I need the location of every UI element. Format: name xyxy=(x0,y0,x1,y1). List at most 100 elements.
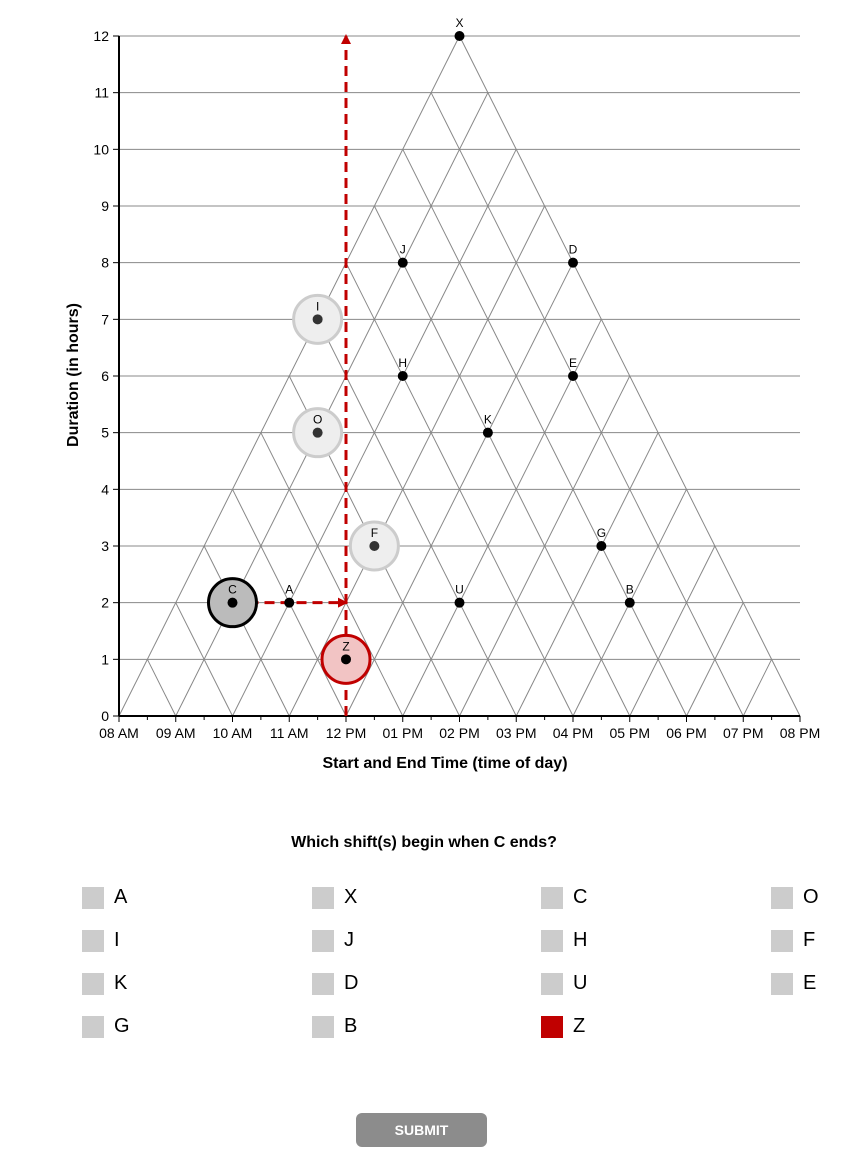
x-tick-label: 05 PM xyxy=(610,725,650,741)
x-tick-label: 01 PM xyxy=(383,725,423,741)
point-dot xyxy=(568,371,578,381)
y-tick-label: 3 xyxy=(101,538,109,554)
option-label: B xyxy=(344,1015,358,1037)
option-a[interactable]: A xyxy=(82,886,127,909)
gridline-diagonal xyxy=(402,319,602,717)
gridline-diagonal xyxy=(742,659,773,717)
x-tick-label: 12 PM xyxy=(326,725,366,741)
point-j: J xyxy=(397,243,408,268)
option-label: U xyxy=(573,972,588,994)
y-tick-label: 12 xyxy=(93,28,109,44)
x-tick-label: 08 PM xyxy=(780,725,820,741)
option-label: J xyxy=(344,929,354,951)
option-checkbox[interactable] xyxy=(82,929,104,952)
option-d[interactable]: D xyxy=(312,972,358,995)
point-label: I xyxy=(316,299,319,313)
option-label: I xyxy=(114,929,120,951)
option-checkbox[interactable] xyxy=(312,1015,334,1038)
option-checkbox[interactable] xyxy=(312,886,334,909)
point-label: J xyxy=(400,243,406,257)
point-dot xyxy=(596,541,607,551)
point-dot xyxy=(227,597,238,608)
x-tick-label: 06 PM xyxy=(666,725,706,741)
point-label: O xyxy=(313,413,322,427)
point-label: Z xyxy=(342,639,349,653)
option-label: H xyxy=(573,929,588,951)
option-b[interactable]: B xyxy=(312,1015,357,1038)
point-label: U xyxy=(455,583,464,597)
point-dot xyxy=(482,427,493,438)
x-axis-title: Start and End Time (time of day) xyxy=(322,755,567,772)
gridline-diagonal xyxy=(288,205,546,717)
option-k[interactable]: K xyxy=(82,972,127,995)
option-checkbox[interactable] xyxy=(312,972,334,995)
option-label: G xyxy=(114,1015,130,1037)
point-dot xyxy=(312,427,323,438)
option-checkbox[interactable] xyxy=(541,972,563,995)
option-c[interactable]: C xyxy=(541,886,587,909)
option-label: F xyxy=(803,929,816,951)
gridline-diagonal xyxy=(515,432,659,717)
x-tick-label: 08 AM xyxy=(99,725,139,741)
point-label: K xyxy=(484,413,492,427)
gridline-diagonal xyxy=(459,35,801,717)
point-label: F xyxy=(371,526,378,540)
point-label: B xyxy=(626,583,634,597)
option-z[interactable]: Z xyxy=(541,1015,585,1038)
point-label: D xyxy=(569,243,578,257)
option-x[interactable]: X xyxy=(312,886,357,909)
point-dot xyxy=(312,314,323,325)
option-j[interactable]: J xyxy=(312,929,354,952)
option-checkbox[interactable] xyxy=(771,929,793,952)
question-text: Which shift(s) begin when C ends? xyxy=(291,834,557,851)
y-tick-label: 0 xyxy=(101,708,109,724)
point-label: C xyxy=(228,583,237,597)
y-tick-label: 9 xyxy=(101,198,109,214)
gridline-diagonal xyxy=(430,92,744,717)
option-checkbox[interactable] xyxy=(82,972,104,995)
point-dot xyxy=(397,371,408,381)
point-z: Z xyxy=(320,633,372,685)
point-dot xyxy=(624,597,635,608)
option-checkbox[interactable] xyxy=(312,929,334,952)
option-label: C xyxy=(573,886,588,908)
option-checkbox[interactable] xyxy=(541,886,563,909)
point-b: B xyxy=(624,583,635,608)
option-o[interactable]: O xyxy=(771,886,819,909)
option-checkbox[interactable] xyxy=(82,1015,104,1038)
gridline-diagonal xyxy=(175,602,233,717)
option-f[interactable]: F xyxy=(771,929,815,952)
point-i: I xyxy=(292,293,344,345)
point-label: H xyxy=(398,356,407,370)
point-k: K xyxy=(482,413,493,438)
x-tick-label: 10 AM xyxy=(213,725,253,741)
point-label: A xyxy=(285,583,293,597)
point-x: X xyxy=(454,16,465,41)
option-label: A xyxy=(114,886,128,908)
point-f: F xyxy=(348,520,400,572)
option-checkbox[interactable] xyxy=(541,929,563,952)
option-label: E xyxy=(803,972,817,994)
point-o: O xyxy=(292,407,344,459)
gridline-diagonal xyxy=(317,319,517,717)
option-e[interactable]: E xyxy=(771,972,816,995)
gridline-diagonal xyxy=(260,432,404,717)
point-dot xyxy=(568,257,578,268)
point-label: X xyxy=(455,16,463,30)
option-checkbox[interactable] xyxy=(82,886,104,909)
option-checkbox[interactable] xyxy=(771,972,793,995)
y-tick-label: 7 xyxy=(101,311,109,327)
option-i[interactable]: I xyxy=(82,929,120,952)
option-checkbox[interactable] xyxy=(541,1015,563,1038)
option-checkbox[interactable] xyxy=(771,886,793,909)
option-u[interactable]: U xyxy=(541,972,587,995)
option-g[interactable]: G xyxy=(82,1015,130,1038)
submit-button[interactable]: SUBMIT xyxy=(356,1113,487,1147)
y-tick-label: 8 xyxy=(101,255,109,271)
point-dot xyxy=(454,31,465,41)
y-tick-label: 11 xyxy=(94,85,109,101)
option-label: O xyxy=(803,886,819,908)
option-h[interactable]: H xyxy=(541,929,587,952)
y-tick-label: 10 xyxy=(93,141,109,157)
